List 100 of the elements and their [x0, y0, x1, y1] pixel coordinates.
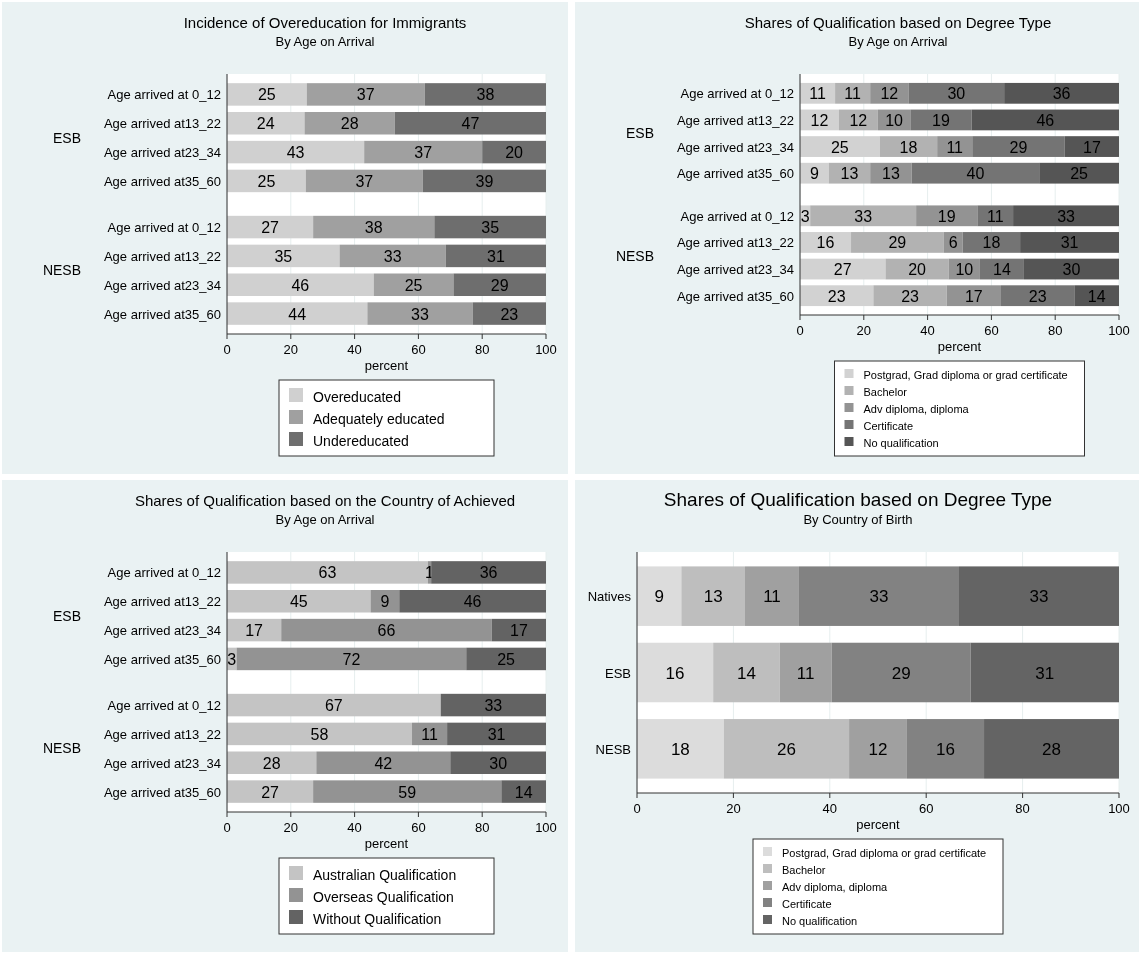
- data-label: 28: [262, 754, 281, 772]
- data-label: 29: [888, 234, 907, 252]
- y-tick-label: Age arrived at23_34: [103, 623, 221, 639]
- text: NESB: [42, 740, 81, 757]
- data-label: 37: [355, 172, 374, 190]
- text: NESB: [615, 247, 654, 264]
- y-tick-label: Age arrived at23_34: [676, 139, 794, 155]
- bar: [984, 719, 1119, 779]
- data-label: 30: [1062, 261, 1081, 279]
- data-label: 12: [880, 85, 899, 103]
- data-label: 38: [364, 219, 383, 237]
- x-tick-label: 80: [1015, 801, 1030, 816]
- data-label: 47: [461, 115, 480, 133]
- legend-label: Certificate: [863, 420, 914, 432]
- data-label: 25: [257, 172, 276, 190]
- chart-subtitle: By Country of Birth: [803, 512, 913, 527]
- chart-subtitle: By Age on Arrival: [848, 34, 948, 49]
- legend-label: Bachelor: [782, 864, 826, 876]
- data-label: 31: [487, 247, 505, 265]
- legend-label: Without Qualification: [313, 911, 442, 927]
- data-label: 27: [261, 783, 280, 801]
- legend-label: Adv diploma, diploma: [863, 403, 970, 415]
- x-tick-label: 40: [920, 323, 935, 338]
- x-tick-label: 40: [822, 801, 838, 816]
- data-label: 11: [844, 85, 862, 103]
- data-label: 23: [500, 305, 519, 323]
- data-label: 39: [475, 172, 494, 190]
- bar: [958, 566, 1119, 626]
- data-label: 33: [854, 207, 873, 225]
- y-tick-label: ESB: [604, 665, 631, 681]
- y-tick-label: Age arrived at35_60: [103, 306, 221, 322]
- text: NESB: [42, 262, 81, 279]
- data-label: 27: [261, 219, 280, 237]
- x-axis-title: percent: [937, 339, 982, 354]
- y-tick-label: Age arrived at 0_12: [107, 220, 221, 236]
- y-tick-label: Age arrived at35_60: [103, 651, 221, 667]
- legend-label: No qualification: [782, 915, 858, 927]
- x-tick-label: 0: [796, 323, 804, 338]
- data-label: 66: [377, 622, 396, 640]
- data-label: 29: [891, 663, 911, 683]
- legend-label: No qualification: [863, 437, 939, 449]
- data-label: 25: [497, 650, 516, 668]
- y-tick-label: Age arrived at23_34: [103, 755, 221, 771]
- y-tick-label: Age arrived at35_60: [103, 173, 221, 189]
- data-label: 33: [1057, 207, 1076, 225]
- bar: [637, 566, 682, 626]
- data-label: 12: [810, 111, 829, 129]
- data-label: 17: [509, 622, 528, 640]
- y-tick-label: Age arrived at13_22: [676, 112, 794, 128]
- data-label: 18: [670, 739, 690, 759]
- bar: [798, 566, 959, 626]
- data-label: 28: [1042, 739, 1061, 759]
- x-axis-title: percent: [364, 836, 409, 851]
- data-label: 46: [291, 276, 310, 294]
- y-tick-label: Age arrived at13_22: [676, 235, 794, 251]
- x-tick-label: 100: [535, 820, 557, 835]
- data-label: 33: [411, 305, 429, 323]
- data-label: 63: [318, 564, 337, 582]
- data-label: 37: [356, 86, 375, 104]
- y-tick-label: Age arrived at23_34: [103, 277, 221, 293]
- data-label: 58: [310, 725, 329, 743]
- y-tick-label: Age arrived at23_34: [103, 145, 221, 161]
- y-tick-label: Age arrived at35_60: [676, 166, 794, 182]
- chart-title: Shares of Qualification based on the Country of Achieved: [134, 492, 516, 509]
- y-tick-label: Age arrived at13_22: [103, 726, 221, 742]
- bar: [906, 719, 985, 779]
- y-tick-label: Age arrived at13_22: [103, 248, 221, 264]
- y-tick-label: Natives: [587, 589, 632, 605]
- legend-label: Certificate: [782, 898, 832, 910]
- data-label: 30: [947, 85, 966, 103]
- bar: [637, 642, 714, 703]
- bar: [779, 642, 832, 703]
- chart-title: Shares of Qualification based on Degree Type: [663, 489, 1053, 510]
- data-label: 13: [703, 587, 723, 607]
- x-tick-label: 100: [1108, 323, 1130, 338]
- legend-label: Overseas Qualification: [313, 889, 454, 905]
- data-label: 38: [476, 86, 495, 104]
- data-label: 46: [1036, 111, 1055, 129]
- data-label: 25: [830, 138, 849, 156]
- data-label: 59: [398, 783, 417, 801]
- text: ESB: [52, 607, 81, 624]
- data-label: 35: [481, 219, 500, 237]
- data-label: 3: [227, 650, 237, 668]
- data-label: 42: [374, 754, 393, 772]
- data-label: 27: [833, 261, 852, 279]
- data-label: 9: [654, 587, 664, 607]
- data-label: 25: [257, 86, 276, 104]
- chart-subtitle: By Age on Arrival: [275, 34, 375, 49]
- data-label: 67: [324, 697, 343, 715]
- data-label: 25: [1070, 165, 1089, 183]
- data-label: 45: [289, 593, 308, 611]
- x-tick-label: 20: [856, 323, 872, 338]
- data-label: 25: [404, 276, 423, 294]
- data-label: 23: [1028, 287, 1047, 305]
- y-tick-label: Age arrived at 0_12: [107, 698, 221, 714]
- data-label: 20: [908, 261, 927, 279]
- data-label: 28: [340, 115, 359, 133]
- data-label: 13: [882, 165, 900, 183]
- y-tick-label: Age arrived at13_22: [103, 594, 221, 610]
- data-label: 16: [665, 663, 685, 683]
